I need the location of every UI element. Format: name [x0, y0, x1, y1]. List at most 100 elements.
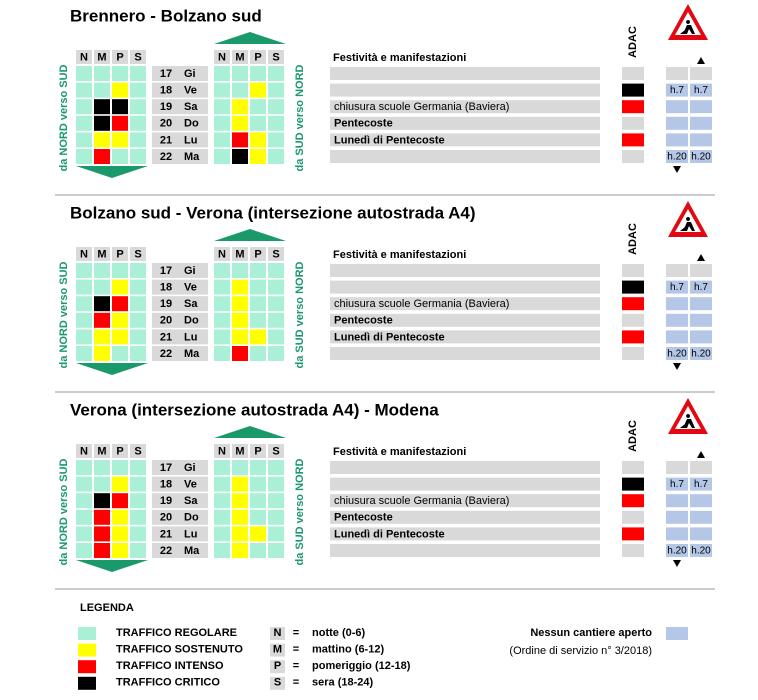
- period-header-bg: [76, 247, 92, 261]
- traffic-cell: [268, 132, 284, 148]
- legend-equals: =: [293, 660, 299, 672]
- period-header-bg: [232, 247, 248, 261]
- traffic-cell: [232, 493, 248, 509]
- works-start: h.7: [670, 85, 684, 96]
- period-header: N: [80, 51, 88, 63]
- day-name: Gi: [184, 68, 196, 80]
- adac-cell: [622, 67, 644, 80]
- works-cell: [690, 313, 712, 327]
- day-date: 19: [160, 298, 172, 310]
- event-text: Pentecoste: [334, 118, 393, 130]
- period-header: P: [116, 51, 123, 63]
- traffic-cell: [268, 312, 284, 328]
- event-bg: [330, 527, 600, 541]
- day-bg: [152, 329, 208, 345]
- traffic-cell: [130, 346, 146, 361]
- works-start: h.7: [694, 85, 708, 96]
- day-date: 18: [160, 85, 172, 97]
- event-bg: [330, 280, 600, 294]
- works-cell: [690, 83, 712, 97]
- period-header: M: [97, 51, 106, 63]
- traffic-cell: [76, 460, 92, 475]
- legend-key: S: [274, 677, 281, 689]
- section-title: Brennero - Bolzano sud: [70, 6, 262, 25]
- day-name: Do: [184, 118, 199, 130]
- traffic-cell: [94, 509, 110, 525]
- day-name: Ve: [184, 85, 197, 97]
- traffic-cell: [94, 312, 110, 328]
- event-text: Lunedì di Pentecoste: [334, 134, 445, 146]
- day-name: Ma: [184, 348, 200, 360]
- event-text: chiusura scuole Germania (Baviera): [334, 101, 509, 113]
- events-header: Festività e manifestazioni: [333, 446, 466, 458]
- traffic-cell: [76, 476, 92, 492]
- works-end: h.20: [667, 152, 687, 163]
- day-name: Lu: [184, 528, 197, 540]
- works-cell: [690, 461, 712, 474]
- works-end: h.20: [667, 349, 687, 360]
- legend-swatch: [78, 643, 96, 657]
- no-works-swatch: [666, 627, 688, 640]
- event-bg: [330, 133, 600, 147]
- works-cell: [690, 330, 712, 344]
- traffic-cell: [250, 66, 266, 81]
- period-header-bg: [130, 247, 146, 261]
- traffic-cell: [76, 526, 92, 542]
- day-name: Sa: [184, 101, 198, 113]
- traffic-cell: [130, 329, 146, 345]
- adac-cell: [622, 477, 644, 491]
- period-header: P: [254, 248, 261, 260]
- roadworks-sign: [668, 398, 708, 434]
- traffic-cell: [94, 346, 110, 361]
- period-header-bg: [76, 50, 92, 64]
- adac-cell: [622, 313, 644, 327]
- event-text: Pentecoste: [334, 512, 393, 524]
- traffic-cell: [268, 149, 284, 164]
- works-up: [697, 451, 705, 458]
- event-bg: [330, 116, 600, 130]
- traffic-cell: [268, 509, 284, 525]
- events-header: Festività e manifestazioni: [333, 52, 466, 64]
- direction-label: da SUD verso NORD: [294, 64, 306, 171]
- day-bg: [152, 543, 208, 558]
- day-bg: [152, 526, 208, 542]
- adac-cell: [622, 544, 644, 557]
- legend-key-bg: [270, 643, 285, 657]
- direction-label: da SUD verso NORD: [294, 261, 306, 368]
- period-header: P: [254, 51, 261, 63]
- traffic-cell: [130, 149, 146, 164]
- day-bg: [152, 279, 208, 295]
- day-name: Sa: [184, 495, 198, 507]
- sign-worker: [680, 217, 695, 231]
- traffic-cell: [76, 493, 92, 509]
- works-cell: [666, 461, 688, 474]
- traffic-cell: [268, 66, 284, 81]
- period-header: S: [272, 445, 279, 457]
- period-header-bg: [76, 444, 92, 458]
- traffic-cell: [268, 82, 284, 98]
- works-cell: [666, 313, 688, 327]
- traffic-cell: [250, 526, 266, 542]
- traffic-cell: [130, 543, 146, 558]
- period-header-bg: [94, 444, 110, 458]
- period-header-bg: [250, 247, 266, 261]
- works-cell: [666, 116, 688, 130]
- arrow-up: [214, 426, 286, 438]
- event-text: Pentecoste: [334, 315, 393, 327]
- traffic-cell: [76, 346, 92, 361]
- traffic-cell: [130, 296, 146, 312]
- no-works-label: Nessun cantiere aperto: [530, 627, 652, 639]
- traffic-cell: [268, 476, 284, 492]
- adac-cell: [622, 494, 644, 508]
- traffic-cell: [112, 543, 128, 558]
- arrow-up: [214, 229, 286, 241]
- traffic-cell: [250, 312, 266, 328]
- traffic-cell: [232, 509, 248, 525]
- day-name: Do: [184, 512, 199, 524]
- legend-label: TRAFFICO INTENSO: [116, 660, 224, 672]
- adac-cell: [622, 100, 644, 114]
- traffic-cell: [250, 329, 266, 345]
- traffic-cell: [94, 82, 110, 98]
- period-header: N: [218, 445, 226, 457]
